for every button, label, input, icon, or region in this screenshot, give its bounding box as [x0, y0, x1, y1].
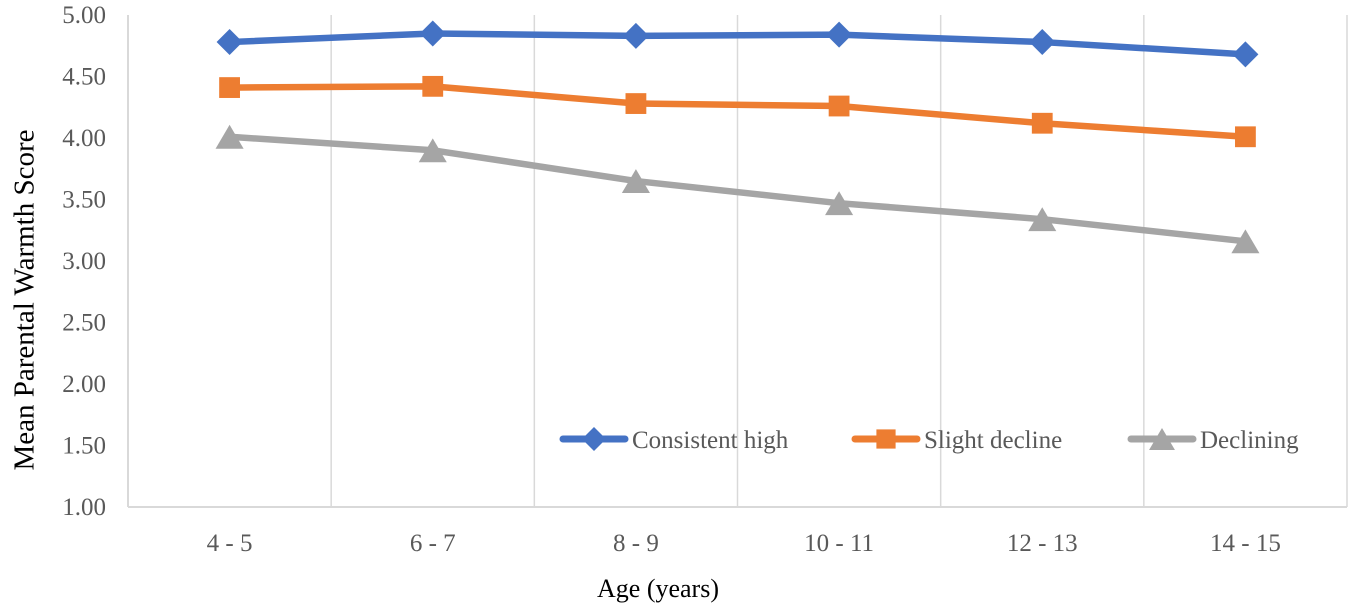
data-point-marker-declining	[825, 191, 854, 216]
legend-marker-triangle-icon	[1149, 427, 1175, 451]
data-point-marker-consistent-high	[1029, 29, 1056, 56]
data-point-marker-slight-decline	[1031, 112, 1053, 134]
data-point-marker-declining	[1028, 207, 1057, 232]
data-point-marker-consistent-high	[1232, 41, 1259, 68]
y-tick-label: 4.50	[62, 64, 106, 91]
series-line-consistent-high	[226, 30, 1249, 58]
x-category-label: 6 - 7	[410, 530, 456, 557]
x-category-label: 4 - 5	[207, 530, 253, 557]
y-tick-label: 4.00	[62, 125, 106, 152]
y-axis-title: Mean Parental Warmth Score	[8, 129, 41, 471]
legend-label: Declining	[1200, 427, 1299, 454]
y-tick-label: 1.50	[62, 433, 106, 460]
x-category-label: 8 - 9	[613, 530, 659, 557]
y-tick-label: 1.00	[62, 494, 106, 521]
data-point-marker-slight-decline	[625, 93, 647, 114]
series-line-slight-decline	[226, 83, 1249, 141]
series-line-declining	[226, 133, 1249, 245]
x-category-label: 10 - 11	[804, 530, 874, 557]
data-point-marker-slight-decline	[422, 75, 444, 97]
data-point-marker-slight-decline	[828, 95, 850, 117]
y-tick-label: 3.00	[62, 248, 106, 275]
y-tick-label: 2.50	[62, 310, 106, 337]
series-consistent-high	[226, 30, 1249, 58]
y-tick-label: 5.00	[62, 2, 106, 29]
legend-marker-diamond-icon	[582, 427, 606, 451]
series-slight-decline	[226, 83, 1249, 141]
legend-marker-square-icon	[876, 429, 896, 449]
legend-item-declining: Declining	[1127, 427, 1299, 454]
legend-label: Slight decline	[924, 427, 1062, 454]
x-category-label: 14 - 15	[1210, 530, 1281, 557]
y-tick-label: 2.00	[62, 371, 106, 398]
legend-label: Consistent high	[632, 427, 789, 454]
data-point-marker-declining	[621, 169, 650, 194]
y-tick-label: 3.50	[62, 187, 106, 214]
data-point-marker-slight-decline	[219, 77, 240, 98]
data-point-marker-declining	[215, 124, 244, 149]
data-point-marker-consistent-high	[826, 21, 853, 48]
data-point-marker-consistent-high	[622, 22, 649, 49]
data-point-marker-declining	[418, 138, 447, 163]
data-point-marker-declining	[1231, 229, 1260, 254]
x-category-label: 12 - 13	[1007, 530, 1078, 557]
data-point-marker-consistent-high	[216, 29, 243, 56]
data-point-marker-slight-decline	[1235, 126, 1256, 148]
data-point-marker-consistent-high	[419, 20, 446, 47]
x-axis-title: Age (years)	[597, 574, 719, 603]
series-declining	[226, 133, 1249, 245]
